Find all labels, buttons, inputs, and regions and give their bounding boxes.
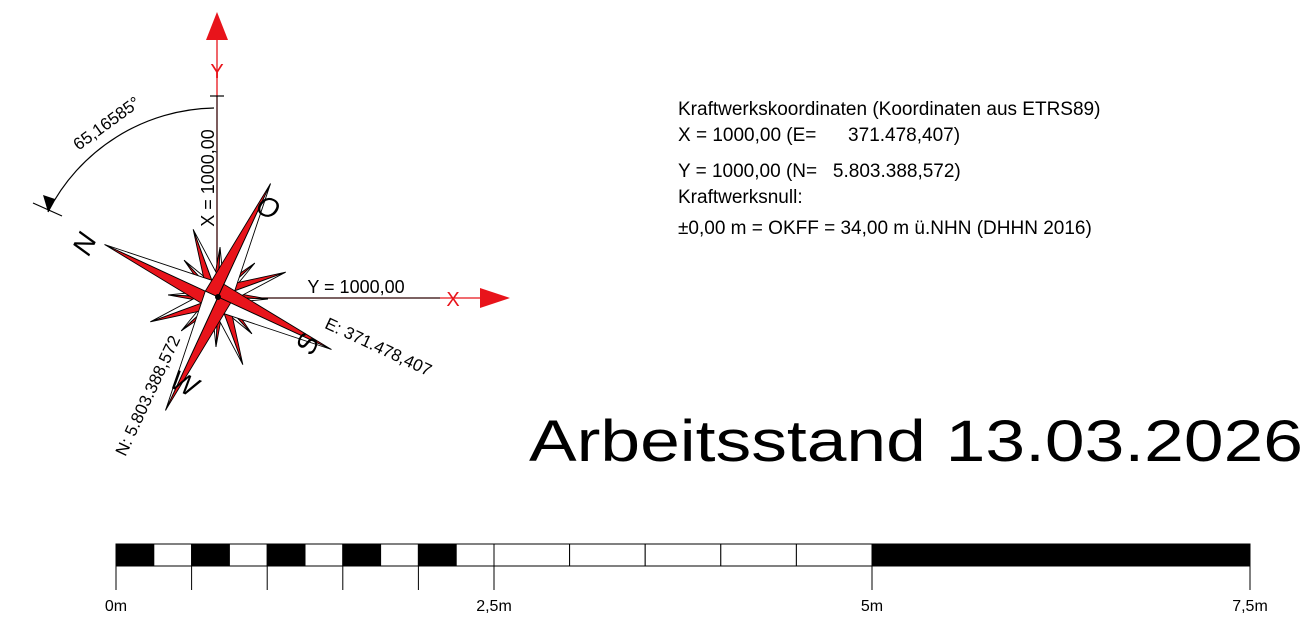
scale-segment	[115, 543, 155, 567]
scale-segment	[644, 543, 722, 567]
scale-bar: 0m 2,5m 5m 7,5m	[105, 543, 1268, 615]
scale-segment	[380, 543, 419, 567]
y-dimension-text: Y = 1000,00	[307, 277, 404, 297]
coordinate-system: Y X X = 1000,00 Y = 1000,00 65,16585° N …	[32, 12, 510, 459]
x-axis-arrow-icon	[480, 288, 510, 308]
scale-segment	[417, 543, 457, 567]
north-reference-tick	[32, 202, 63, 217]
scale-segment	[304, 543, 344, 567]
scale-segment	[191, 543, 230, 567]
info-line-5: ±0,00 m = OKFF = 34,00 m ü.NHN (DHHN 201…	[678, 218, 1092, 239]
scale-segment	[720, 543, 797, 567]
scale-segment	[342, 543, 382, 567]
info-line-2: X = 1000,00 (E= 371.478,407)	[678, 125, 960, 146]
coordinate-info-block: Kraftwerkskoordinaten (Koordinaten aus E…	[678, 99, 1100, 239]
x-dimension-text: X = 1000,00	[198, 129, 218, 227]
scale-segment	[455, 543, 495, 567]
scale-label: 0m	[105, 598, 127, 615]
compass-rose-icon	[104, 183, 332, 411]
scale-segment	[493, 543, 571, 567]
info-line-1: Kraftwerkskoordinaten (Koordinaten aus E…	[678, 99, 1100, 120]
scale-label: 7,5m	[1232, 598, 1268, 615]
scale-segment	[795, 543, 873, 567]
y-axis-label: Y	[210, 61, 223, 83]
scale-segment	[871, 543, 1251, 567]
scale-segment	[153, 543, 193, 567]
scale-label: 2,5m	[476, 598, 512, 615]
direction-letter-s: S	[289, 329, 325, 359]
compass-center	[215, 294, 221, 300]
scale-segment	[228, 543, 268, 567]
info-line-3: Y = 1000,00 (N= 5.803.388,572)	[678, 161, 961, 182]
x-axis-label: X	[446, 289, 459, 311]
direction-letter-n: N	[66, 228, 103, 260]
info-line-4: Kraftwerksnull:	[678, 187, 803, 208]
scale-segment	[266, 543, 306, 567]
rotation-angle-arc	[47, 107, 215, 213]
compass-spike-light	[165, 290, 219, 411]
rotation-angle-arrow-icon	[43, 195, 55, 212]
y-axis-arrow-icon	[206, 12, 228, 40]
rotation-angle-text: 65,16585°	[70, 93, 144, 154]
easting-text: E: 371.478,407	[322, 314, 435, 380]
scale-segment	[569, 543, 646, 567]
work-status-text: Arbeitsstand 13.03.2026	[529, 409, 1303, 474]
scale-label: 5m	[861, 598, 883, 615]
